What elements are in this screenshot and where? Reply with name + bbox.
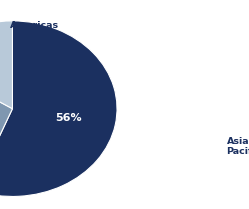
Text: Asia
Pacific: Asia Pacific	[227, 137, 249, 156]
Text: EMEA: EMEA	[5, 158, 35, 168]
Text: Americas: Americas	[10, 20, 59, 30]
Wedge shape	[0, 62, 12, 190]
Wedge shape	[0, 21, 117, 196]
Text: 56%: 56%	[56, 113, 82, 123]
Wedge shape	[0, 21, 12, 109]
